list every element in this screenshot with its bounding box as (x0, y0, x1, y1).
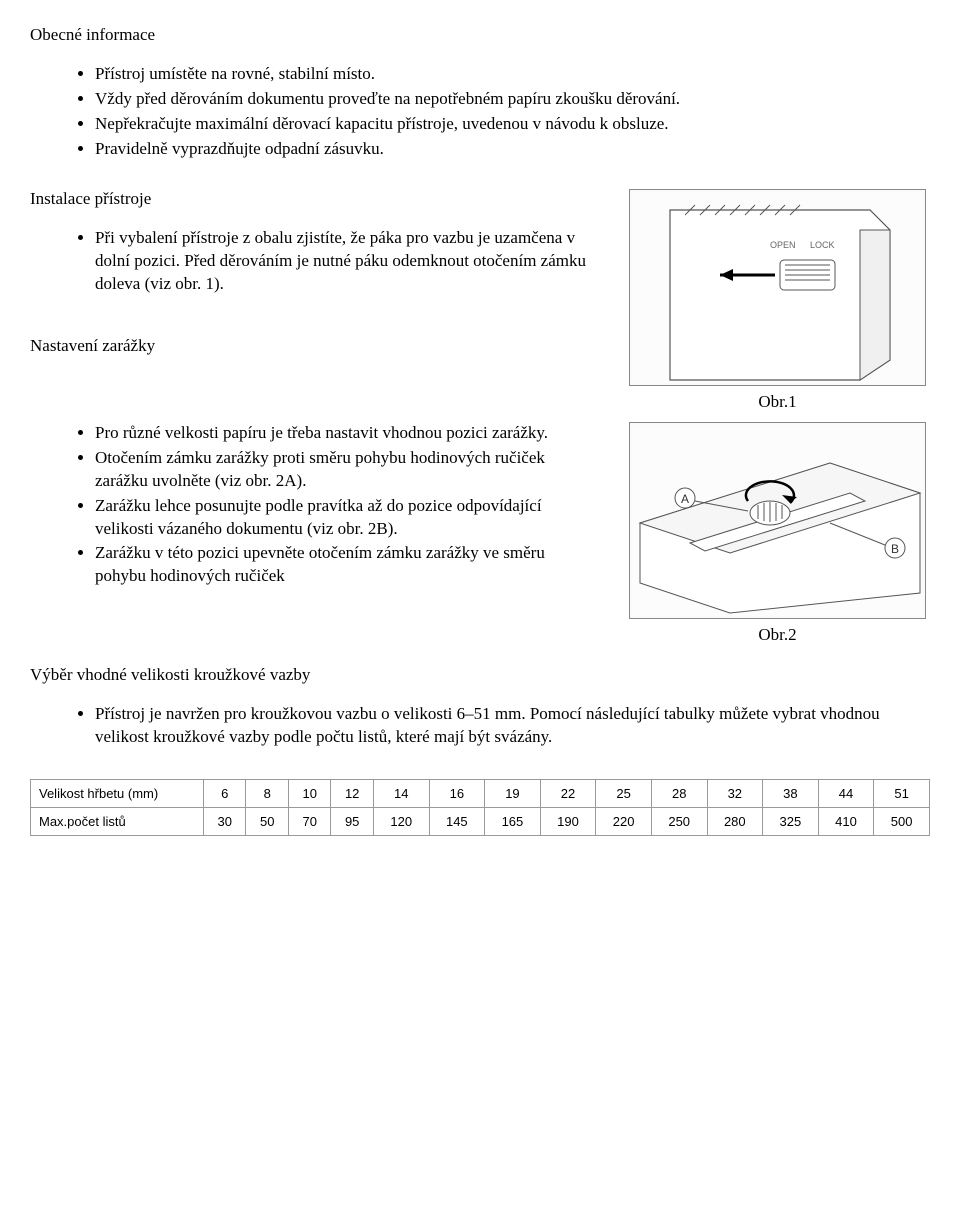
table-cell: 165 (485, 807, 541, 835)
heading-stop-setting: Nastavení zarážky (30, 336, 605, 356)
table-cell: 325 (763, 807, 819, 835)
list-item: Otočením zámku zarážky proti směru pohyb… (95, 447, 605, 493)
figure-1-open-label: OPEN (770, 240, 796, 250)
figure-1-lock-label: LOCK (810, 240, 835, 250)
figure-2-caption: Obr.2 (625, 625, 930, 645)
table-cell: 8 (246, 779, 288, 807)
table-cell: 6 (204, 779, 246, 807)
table-cell: 95 (331, 807, 373, 835)
sizing-table: Velikost hřbetu (mm) 6 8 10 12 14 16 19 … (30, 779, 930, 836)
table-row-label: Velikost hřbetu (mm) (31, 779, 204, 807)
list-item: Nepřekračujte maximální děrovací kapacit… (95, 113, 930, 136)
table-cell: 280 (707, 807, 763, 835)
table-cell: 70 (288, 807, 330, 835)
list-size-selection: Přístroj je navržen pro kroužkovou vazbu… (30, 703, 930, 749)
table-cell: 32 (707, 779, 763, 807)
figure-1-illustration: OPEN LOCK (629, 189, 926, 386)
table-cell: 30 (204, 807, 246, 835)
list-item: Přístroj umístěte na rovné, stabilní mís… (95, 63, 930, 86)
list-stop-setting: Pro různé velkosti papíru je třeba nasta… (30, 422, 605, 589)
table-cell: 410 (818, 807, 874, 835)
table-cell: 22 (540, 779, 596, 807)
list-item: Při vybalení přístroje z obalu zjistíte,… (95, 227, 605, 296)
table-cell: 190 (540, 807, 596, 835)
table-cell: 44 (818, 779, 874, 807)
sizing-table-container: Velikost hřbetu (mm) 6 8 10 12 14 16 19 … (30, 779, 930, 836)
table-cell: 16 (429, 779, 485, 807)
table-cell: 120 (373, 807, 429, 835)
table-row: Max.počet listů 30 50 70 95 120 145 165 … (31, 807, 930, 835)
figure-2-illustration: A B (629, 422, 926, 619)
table-row: Velikost hřbetu (mm) 6 8 10 12 14 16 19 … (31, 779, 930, 807)
table-cell: 51 (874, 779, 930, 807)
list-item: Zarážku lehce posunujte podle pravítka a… (95, 495, 605, 541)
table-row-label: Max.počet listů (31, 807, 204, 835)
list-item: Vždy před děrováním dokumentu proveďte n… (95, 88, 930, 111)
table-cell: 250 (651, 807, 707, 835)
table-cell: 25 (596, 779, 652, 807)
figure-2-b-marker: B (891, 542, 899, 556)
heading-general-info: Obecné informace (30, 25, 930, 45)
figure-2-a-marker: A (681, 492, 689, 506)
heading-installation: Instalace přístroje (30, 189, 605, 209)
list-item: Pravidelně vyprazdňujte odpadní zásuvku. (95, 138, 930, 161)
list-item: Zarážku v této pozici upevněte otočením … (95, 542, 605, 588)
figure-1-caption: Obr.1 (625, 392, 930, 412)
heading-size-selection: Výběr vhodné velikosti kroužkové vazby (30, 665, 930, 685)
list-item: Přístroj je navržen pro kroužkovou vazbu… (95, 703, 930, 749)
table-cell: 38 (763, 779, 819, 807)
list-general-info: Přístroj umístěte na rovné, stabilní mís… (30, 63, 930, 161)
table-cell: 19 (485, 779, 541, 807)
list-installation: Při vybalení přístroje z obalu zjistíte,… (30, 227, 605, 296)
table-cell: 28 (651, 779, 707, 807)
table-cell: 14 (373, 779, 429, 807)
table-cell: 10 (288, 779, 330, 807)
table-cell: 500 (874, 807, 930, 835)
table-cell: 50 (246, 807, 288, 835)
table-cell: 12 (331, 779, 373, 807)
table-cell: 220 (596, 807, 652, 835)
table-cell: 145 (429, 807, 485, 835)
list-item: Pro různé velkosti papíru je třeba nasta… (95, 422, 605, 445)
